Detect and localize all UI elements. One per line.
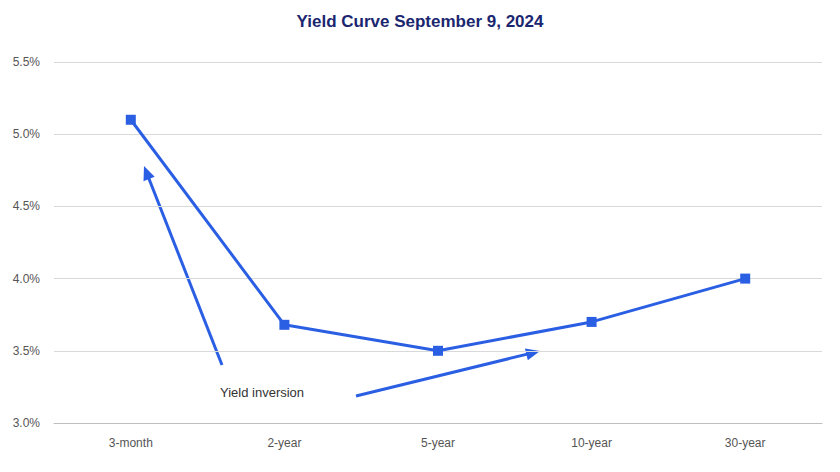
svg-text:5.5%: 5.5% xyxy=(13,55,41,69)
svg-text:3.0%: 3.0% xyxy=(13,416,41,430)
svg-text:10-year: 10-year xyxy=(571,436,612,450)
svg-text:30-year: 30-year xyxy=(725,436,766,450)
svg-text:4.0%: 4.0% xyxy=(13,272,41,286)
svg-text:Yield inversion: Yield inversion xyxy=(220,385,304,400)
svg-text:3.5%: 3.5% xyxy=(13,344,41,358)
svg-text:4.5%: 4.5% xyxy=(13,199,41,213)
svg-text:5.0%: 5.0% xyxy=(13,127,41,141)
svg-text:2-year: 2-year xyxy=(267,436,301,450)
svg-text:5-year: 5-year xyxy=(421,436,455,450)
svg-text:3-month: 3-month xyxy=(109,436,153,450)
svg-text:Yield Curve September 9, 2024: Yield Curve September 9, 2024 xyxy=(297,12,544,31)
